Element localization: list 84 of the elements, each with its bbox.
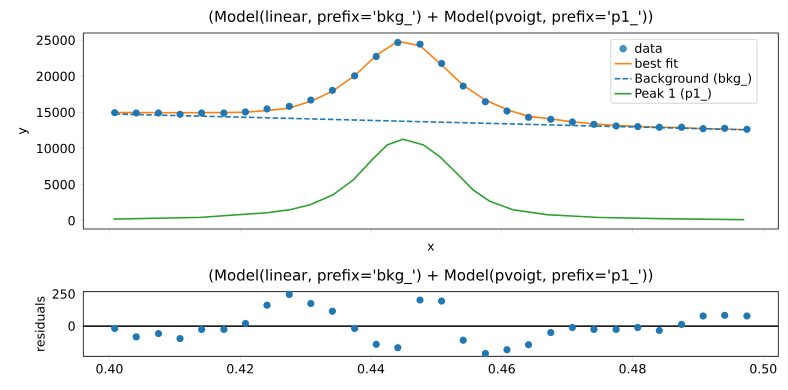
point bbox=[438, 60, 446, 68]
legend-label: Background (bkg_) bbox=[636, 73, 751, 86]
chart-title: (Model(linear, prefix='bkg_') + Model(pvoigt, prefix='p1_')) bbox=[210, 269, 652, 284]
x-tick-label: 0.48 bbox=[619, 364, 646, 374]
point bbox=[220, 326, 228, 334]
point bbox=[132, 109, 140, 117]
point bbox=[547, 116, 554, 123]
point bbox=[307, 96, 314, 104]
y-axis-title: residuals bbox=[35, 296, 45, 351]
point bbox=[154, 109, 162, 117]
x-tick-label: 0.42 bbox=[227, 364, 253, 374]
x-tick-label: 0.40 bbox=[96, 364, 123, 374]
point bbox=[460, 82, 467, 90]
legend-label: best fit bbox=[636, 58, 678, 68]
x-tick-label: 0.50 bbox=[750, 364, 776, 374]
point bbox=[328, 86, 336, 94]
point bbox=[351, 324, 358, 332]
point bbox=[634, 324, 642, 332]
point bbox=[242, 108, 250, 116]
point bbox=[503, 107, 511, 115]
point bbox=[416, 40, 424, 48]
point bbox=[743, 126, 751, 133]
legend-label: data bbox=[635, 43, 662, 53]
point bbox=[176, 334, 184, 342]
y-tick-label: 20000 bbox=[36, 72, 75, 82]
point bbox=[612, 326, 620, 334]
y-axis-title: y bbox=[19, 128, 29, 134]
point bbox=[612, 122, 620, 130]
x-tick-label: 0.44 bbox=[358, 364, 384, 374]
y-tick-label: 0 bbox=[68, 216, 75, 226]
point bbox=[263, 302, 271, 309]
point bbox=[568, 324, 576, 332]
x-axis-title: x bbox=[427, 244, 434, 251]
point bbox=[242, 320, 250, 328]
point bbox=[547, 328, 554, 336]
y-tick-label: 0 bbox=[68, 321, 75, 331]
point bbox=[416, 296, 424, 304]
line-series bbox=[112, 138, 746, 220]
x-tick-label: 0.46 bbox=[488, 364, 515, 374]
point bbox=[503, 346, 511, 354]
point bbox=[198, 109, 206, 117]
point bbox=[132, 333, 140, 341]
y-tick-label: 250 bbox=[52, 289, 75, 299]
point bbox=[438, 297, 446, 305]
point bbox=[656, 124, 663, 131]
point bbox=[656, 326, 663, 334]
y-tick-label: 25000 bbox=[36, 35, 75, 45]
y-tick-label: 10000 bbox=[37, 144, 75, 154]
point bbox=[372, 52, 380, 60]
point bbox=[721, 312, 728, 319]
point bbox=[176, 110, 184, 118]
point bbox=[700, 125, 707, 132]
point bbox=[590, 326, 598, 334]
point bbox=[220, 109, 228, 117]
point bbox=[307, 300, 314, 308]
y-tick-label: 5000 bbox=[44, 180, 75, 190]
point bbox=[286, 290, 293, 298]
point bbox=[678, 320, 686, 328]
point bbox=[678, 124, 686, 131]
chart-title: (Model(linear, prefix='bkg_') + Model(pvoigt, prefix='p1_')) bbox=[210, 10, 652, 26]
point bbox=[351, 72, 358, 80]
point bbox=[263, 105, 271, 113]
point bbox=[524, 114, 532, 121]
legend-label: Peak 1 (p1_) bbox=[636, 88, 711, 101]
point bbox=[590, 120, 598, 128]
point bbox=[328, 308, 336, 315]
point bbox=[634, 123, 642, 130]
point bbox=[394, 38, 402, 46]
point bbox=[743, 312, 751, 320]
point bbox=[721, 124, 728, 132]
point bbox=[460, 336, 467, 344]
point bbox=[482, 350, 489, 358]
point bbox=[111, 109, 118, 116]
point bbox=[700, 312, 707, 320]
y-tick-label: 15000 bbox=[37, 108, 75, 118]
point bbox=[372, 340, 380, 348]
point bbox=[111, 324, 118, 332]
point bbox=[568, 118, 576, 126]
point bbox=[154, 330, 162, 338]
point bbox=[198, 326, 206, 334]
point bbox=[482, 98, 489, 106]
point bbox=[394, 344, 402, 352]
point bbox=[286, 102, 293, 110]
point bbox=[524, 341, 532, 348]
